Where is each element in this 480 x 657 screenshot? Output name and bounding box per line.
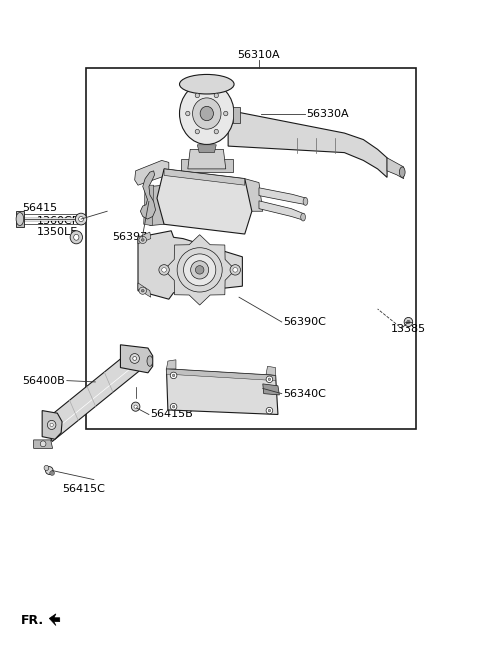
Ellipse shape (268, 378, 271, 380)
Polygon shape (138, 283, 151, 297)
Ellipse shape (141, 290, 144, 292)
Ellipse shape (266, 407, 273, 414)
Polygon shape (138, 232, 151, 244)
Ellipse shape (230, 265, 240, 275)
Ellipse shape (134, 405, 137, 408)
Polygon shape (164, 235, 235, 305)
Ellipse shape (301, 213, 305, 221)
Ellipse shape (139, 237, 146, 244)
Ellipse shape (130, 353, 139, 363)
Polygon shape (188, 149, 226, 169)
Polygon shape (233, 107, 240, 124)
Text: 56310A: 56310A (238, 50, 280, 60)
Ellipse shape (74, 235, 79, 240)
Text: 13385: 13385 (391, 323, 426, 334)
Ellipse shape (139, 287, 146, 294)
Ellipse shape (195, 93, 199, 98)
Polygon shape (150, 185, 164, 225)
Ellipse shape (192, 98, 221, 129)
Polygon shape (135, 160, 169, 185)
Ellipse shape (191, 261, 209, 279)
Ellipse shape (79, 216, 84, 221)
Text: 56397: 56397 (112, 233, 147, 242)
Ellipse shape (162, 267, 167, 272)
Polygon shape (197, 145, 216, 152)
Ellipse shape (16, 213, 24, 225)
Text: 56390C: 56390C (283, 317, 325, 327)
Polygon shape (164, 169, 245, 185)
Polygon shape (144, 185, 154, 225)
Polygon shape (140, 171, 156, 219)
Polygon shape (259, 201, 304, 220)
Ellipse shape (200, 106, 214, 121)
Ellipse shape (170, 372, 177, 378)
Polygon shape (16, 212, 24, 227)
Polygon shape (42, 411, 62, 440)
Ellipse shape (48, 420, 56, 430)
Ellipse shape (214, 129, 218, 134)
Polygon shape (167, 369, 276, 380)
Ellipse shape (141, 238, 144, 241)
Ellipse shape (407, 321, 410, 324)
Text: 56415C: 56415C (62, 484, 105, 495)
Text: 1350LE: 1350LE (37, 227, 78, 237)
Polygon shape (387, 158, 404, 179)
Ellipse shape (268, 409, 271, 412)
Polygon shape (263, 384, 279, 395)
Text: 56330A: 56330A (306, 108, 349, 118)
Ellipse shape (195, 129, 199, 134)
Text: 56415B: 56415B (150, 409, 192, 419)
Ellipse shape (399, 167, 405, 177)
Polygon shape (167, 360, 176, 369)
Polygon shape (138, 231, 242, 299)
Polygon shape (34, 440, 53, 448)
Ellipse shape (50, 423, 53, 426)
Ellipse shape (40, 441, 46, 447)
Polygon shape (228, 110, 387, 177)
Text: 56340C: 56340C (283, 389, 325, 399)
Ellipse shape (214, 93, 218, 98)
Text: 56400B: 56400B (22, 376, 64, 386)
Polygon shape (44, 351, 139, 442)
Polygon shape (167, 369, 278, 415)
Text: 1360CF: 1360CF (37, 216, 79, 226)
Polygon shape (157, 169, 252, 234)
Polygon shape (120, 345, 153, 373)
Ellipse shape (172, 405, 175, 408)
Polygon shape (180, 159, 233, 172)
Polygon shape (49, 614, 60, 625)
Bar (86, 68, 416, 430)
Ellipse shape (170, 403, 177, 410)
Ellipse shape (183, 254, 216, 286)
Ellipse shape (172, 374, 175, 376)
Polygon shape (259, 188, 306, 205)
Ellipse shape (159, 265, 169, 275)
Ellipse shape (266, 376, 273, 382)
Ellipse shape (75, 213, 87, 225)
Ellipse shape (180, 74, 234, 94)
Ellipse shape (132, 402, 140, 411)
Ellipse shape (233, 267, 238, 272)
Text: FR.: FR. (21, 614, 44, 627)
Ellipse shape (70, 231, 83, 244)
Ellipse shape (46, 466, 53, 474)
Ellipse shape (195, 265, 204, 274)
Ellipse shape (224, 111, 228, 116)
Ellipse shape (44, 465, 49, 470)
Ellipse shape (133, 357, 137, 361)
Ellipse shape (180, 83, 234, 145)
Ellipse shape (186, 111, 190, 116)
Ellipse shape (50, 471, 55, 476)
Ellipse shape (303, 198, 308, 206)
Ellipse shape (404, 317, 413, 327)
Polygon shape (266, 367, 276, 375)
Polygon shape (245, 179, 263, 212)
Text: 56415: 56415 (22, 203, 57, 213)
Ellipse shape (147, 356, 153, 367)
